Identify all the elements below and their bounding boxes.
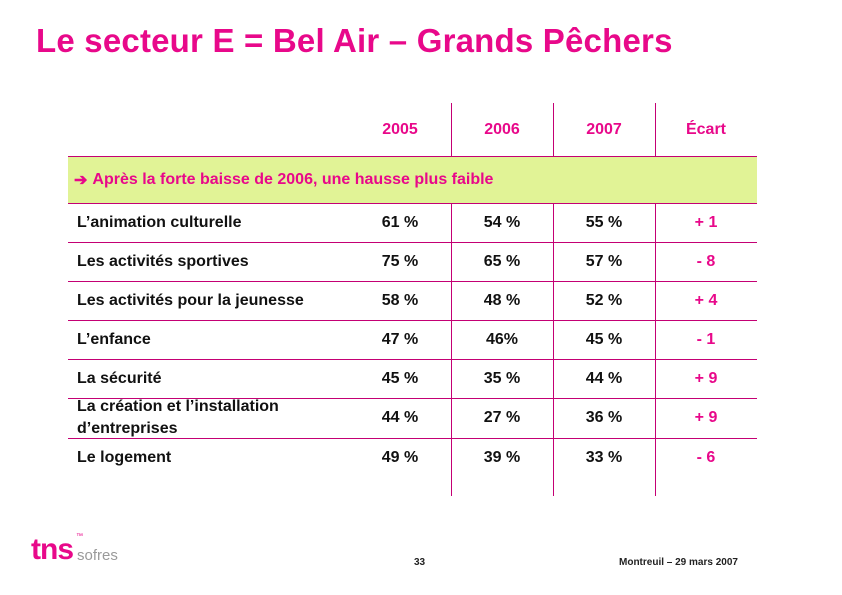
logo-sub: sofres — [77, 547, 118, 564]
ecart-value: - 8 — [696, 252, 716, 270]
percent-value-2006: 48 % — [483, 291, 521, 309]
row-label: Le logement — [77, 448, 172, 466]
column-divider — [553, 203, 554, 496]
column-divider — [451, 103, 452, 156]
row-label: L’enfance — [77, 330, 151, 348]
percent-value-2007: 45 % — [585, 330, 623, 348]
percent-value-2006: 39 % — [483, 448, 521, 466]
ecart-value: - 1 — [696, 330, 716, 348]
row-divider — [68, 359, 757, 360]
row-divider — [68, 203, 757, 204]
logo-trademark: ™ — [76, 533, 83, 540]
ecart-value: + 1 — [694, 213, 718, 231]
ecart-value: - 6 — [696, 448, 716, 466]
header-2006: 2006 — [484, 120, 520, 138]
percent-value-2006: 46% — [485, 330, 519, 348]
row-divider — [68, 438, 757, 439]
percent-value-2005: 44 % — [381, 409, 419, 426]
column-divider — [655, 203, 656, 496]
table-row: L’animation culturelle 61 % 54 % 55 % + 1 — [68, 203, 757, 242]
percent-value-2005: 45 % — [381, 369, 419, 387]
summary-text: Après la forte baisse de 2006, une hauss… — [92, 170, 494, 188]
percent-value-2006: 65 % — [483, 252, 521, 270]
row-label: Les activités sportives — [77, 252, 249, 270]
results-table: ➔ Après la forte baisse de 2006, une hau… — [68, 103, 757, 496]
row-label: L’animation culturelle — [77, 213, 242, 231]
row-divider — [68, 156, 757, 157]
percent-value-2005: 49 % — [381, 448, 419, 466]
percent-value-2006: 27 % — [483, 409, 521, 426]
percent-value-2007: 52 % — [585, 291, 623, 309]
percent-value-2005: 75 % — [381, 252, 419, 270]
percent-value-2007: 55 % — [585, 213, 623, 231]
row-divider — [68, 281, 757, 282]
page-number: 33 — [414, 557, 426, 568]
summary-band: ➔ Après la forte baisse de 2006, une hau… — [68, 156, 757, 203]
ecart-value: + 4 — [694, 291, 718, 309]
percent-value-2007: 36 % — [585, 409, 623, 426]
percent-value-2005: 58 % — [381, 291, 419, 309]
ecart-value: + 9 — [694, 409, 718, 426]
percent-value-2006: 35 % — [483, 369, 521, 387]
header-ecart: Écart — [685, 120, 727, 138]
percent-value-2007: 44 % — [585, 369, 623, 387]
page-title: Le secteur E = Bel Air – Grands Pêchers — [36, 22, 673, 59]
percent-value-2005: 61 % — [381, 213, 419, 231]
footer-text: Montreuil – 29 mars 2007 — [619, 557, 738, 568]
table-row: Les activités sportives 75 % 65 % 57 % - 8 — [68, 242, 757, 281]
percent-value-2006: 54 % — [483, 213, 521, 231]
table-row: La création et l’installation d’entrepri… — [68, 398, 757, 438]
table-row: Les activités pour la jeunesse 58 % 48 % 52… — [68, 281, 757, 320]
header-2007: 2007 — [586, 120, 622, 138]
row-label: Les activités pour la jeunesse — [77, 291, 304, 309]
logo-brand: tns — [31, 533, 74, 566]
percent-value-2005: 47 % — [381, 330, 419, 348]
arrow-right-icon: ➔ — [74, 171, 88, 189]
column-divider — [451, 203, 452, 496]
table-row: La sécurité 45 % 35 % 44 % + 9 — [68, 359, 757, 398]
ecart-value: + 9 — [694, 369, 718, 387]
column-divider — [655, 103, 656, 156]
column-divider — [553, 103, 554, 156]
row-divider — [68, 242, 757, 243]
row-divider — [68, 398, 757, 399]
tns-sofres-logo: tns ™ sofres — [31, 533, 141, 575]
percent-value-2007: 33 % — [585, 448, 623, 466]
row-label: La sécurité — [77, 369, 162, 387]
table-row: Le logement 49 % 39 % 33 % - 6 — [68, 438, 757, 477]
header-2005: 2005 — [382, 120, 418, 138]
row-label: La création et l’installation d’entrepri… — [77, 398, 279, 437]
row-divider — [68, 320, 757, 321]
table-row: L’enfance 47 % 46% 45 % - 1 — [68, 320, 757, 359]
percent-value-2007: 57 % — [585, 252, 623, 270]
